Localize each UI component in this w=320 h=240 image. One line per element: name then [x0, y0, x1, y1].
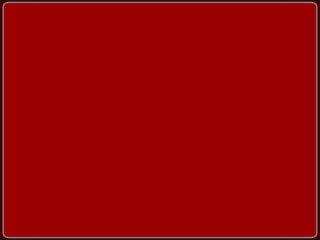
- Text: - tentorium cerebelli (cerebrum), 4th ventricle (brain stem): - tentorium cerebelli (cerebrum), 4th ve…: [23, 54, 305, 62]
- Text: Cerebellum: Cerebellum: [28, 11, 134, 29]
- Text: - longitudinal division: - longitudinal division: [23, 91, 125, 100]
- Text: superior, middle, and inferior cerebellar peduncle: superior, middle, and inferior cerebella…: [23, 77, 265, 86]
- Text: Posterior Lobe: Posterior Lobe: [23, 150, 97, 159]
- Text: Configurations: Configurations: [28, 22, 132, 35]
- Text: ------------ posterolateral fissure: ------------ posterolateral fissure: [49, 161, 194, 170]
- Text: - located in posterior cranial fossa: - located in posterior cranial fossa: [23, 41, 185, 50]
- Text: ------------ primary fissure: ------------ primary fissure: [49, 139, 164, 148]
- Text: Flocculonodular Lobe: Flocculonodular Lobe: [23, 172, 130, 181]
- Text: External: External: [190, 13, 255, 27]
- FancyBboxPatch shape: [10, 7, 310, 31]
- Text: Anterior Lobe: Anterior Lobe: [23, 128, 93, 137]
- Text: - communicate with other structure via: - communicate with other structure via: [23, 66, 209, 75]
- Text: Vermis, Paravermal Region, Cerebellar Hemisphere: Vermis, Paravermal Region, Cerebellar He…: [23, 102, 273, 111]
- Text: - transverse division: - transverse division: [23, 117, 120, 126]
